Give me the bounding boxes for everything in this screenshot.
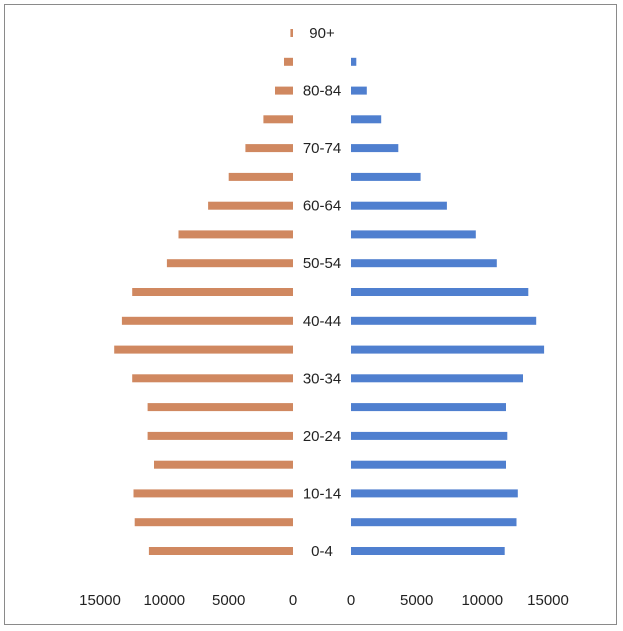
left-bar-30-34 (132, 374, 293, 383)
age-label-80-84: 80-84 (303, 83, 341, 100)
right-bar-85-89 (351, 57, 357, 66)
age-label-10-14: 10-14 (303, 485, 341, 502)
left-bar-75-79 (263, 115, 293, 124)
right-bar-35-39 (351, 345, 545, 354)
right-tick-label: 10000 (461, 592, 503, 609)
age-label-50-54: 50-54 (303, 255, 341, 272)
left-bar-55-59 (178, 230, 293, 239)
right-bar-65-69 (351, 172, 421, 181)
left-tick-label: 15000 (79, 592, 121, 609)
right-bar-5-9 (351, 518, 517, 527)
left-bar-85-89 (284, 57, 293, 66)
right-axis-ticks: 0 5000 10000 15000 (347, 592, 569, 609)
right-tick-label: 5000 (400, 592, 433, 609)
right-tick-label: 0 (347, 592, 355, 609)
left-bar-80-84 (275, 86, 293, 95)
left-bar-70-74 (245, 144, 293, 153)
right-bars-group (351, 57, 545, 555)
right-bar-30-34 (351, 374, 523, 383)
left-tick-label: 10000 (143, 592, 185, 609)
left-tick-label: 0 (289, 592, 297, 609)
left-tick-label: 5000 (212, 592, 245, 609)
left-bars-group (114, 29, 294, 555)
age-label-20-24: 20-24 (303, 428, 341, 445)
age-label-0-4: 0-4 (311, 543, 333, 560)
left-bar-90+ (290, 29, 293, 37)
left-bar-0-4 (148, 547, 293, 555)
left-bar-5-9 (134, 518, 293, 527)
left-bar-40-44 (121, 316, 294, 325)
right-bar-25-29 (351, 403, 506, 412)
right-tick-label: 15000 (527, 592, 569, 609)
right-bar-0-4 (351, 547, 505, 555)
right-bar-70-74 (351, 144, 399, 153)
right-bar-10-14 (351, 489, 518, 498)
age-label-90+: 90+ (309, 25, 335, 42)
right-bar-45-49 (351, 288, 529, 296)
right-bar-50-54 (351, 259, 497, 268)
right-bar-75-79 (351, 115, 382, 124)
right-bar-20-24 (351, 431, 508, 440)
left-bar-65-69 (228, 172, 293, 181)
right-bar-55-59 (351, 230, 476, 239)
left-axis-ticks: 15000 10000 5000 0 (79, 592, 297, 609)
left-bar-60-64 (208, 201, 293, 210)
left-bar-20-24 (147, 431, 293, 440)
left-bar-25-29 (147, 403, 293, 412)
right-bar-40-44 (351, 316, 537, 325)
left-bar-10-14 (133, 489, 293, 498)
left-bar-15-19 (154, 460, 293, 469)
left-bar-45-49 (132, 288, 293, 296)
right-bar-60-64 (351, 201, 447, 210)
age-label-40-44: 40-44 (303, 313, 341, 330)
left-bar-35-39 (114, 345, 293, 354)
age-label-30-34: 30-34 (303, 370, 341, 387)
left-bar-50-54 (166, 259, 293, 268)
right-bar-15-19 (351, 460, 506, 469)
age-label-70-74: 70-74 (303, 140, 341, 157)
age-labels-group: 0-4 10-14 20-24 30-34 40-44 50-54 60-64 70-74 80… (303, 25, 341, 560)
right-bar-80-84 (351, 86, 367, 95)
age-label-60-64: 60-64 (303, 198, 341, 215)
